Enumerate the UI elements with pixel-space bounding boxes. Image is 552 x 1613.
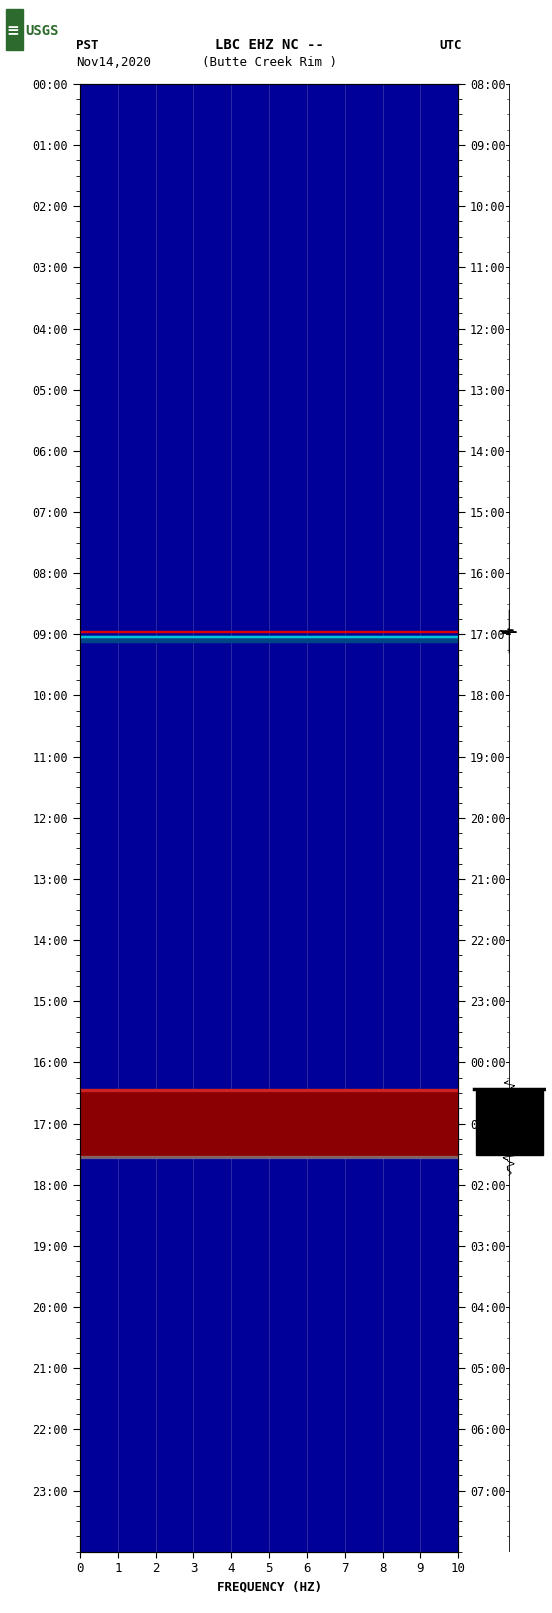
Bar — [80, 636, 458, 642]
X-axis label: FREQUENCY (HZ): FREQUENCY (HZ) — [216, 1581, 322, 1594]
Text: LBC EHZ NC --: LBC EHZ NC -- — [215, 37, 323, 52]
Bar — [80, 1090, 458, 1157]
Text: ≡: ≡ — [6, 23, 19, 39]
Text: USGS: USGS — [25, 24, 59, 37]
Bar — [80, 636, 458, 637]
Text: PST: PST — [76, 39, 99, 52]
Bar — [476, 1090, 543, 1155]
Text: (Butte Creek Rim ): (Butte Creek Rim ) — [201, 56, 337, 69]
Text: UTC: UTC — [439, 39, 462, 52]
Text: Nov14,2020: Nov14,2020 — [76, 56, 151, 69]
Bar — [6, 10, 23, 50]
